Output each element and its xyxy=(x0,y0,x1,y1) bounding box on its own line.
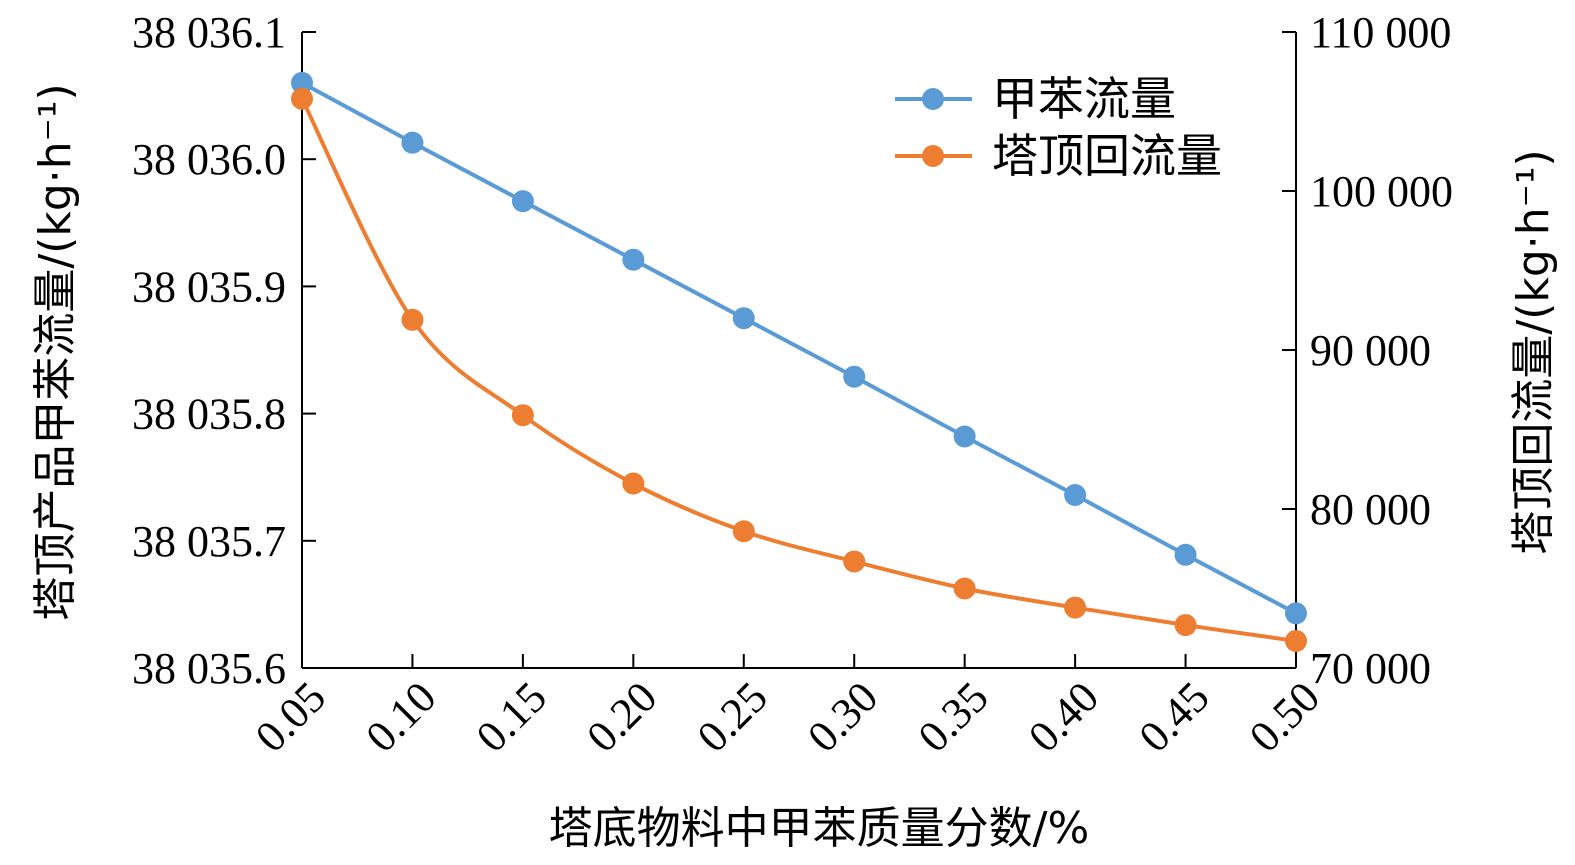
series-point-0 xyxy=(1064,484,1087,507)
y-right-tick-label: 70 000 xyxy=(1310,644,1431,693)
y-left-tick-label: 38 036.1 xyxy=(132,8,286,57)
series-point-1 xyxy=(622,472,645,495)
y-left-tick-label: 38 036.0 xyxy=(132,135,286,184)
series-layer xyxy=(291,71,1307,652)
x-tick-label: 0.45 xyxy=(1130,672,1219,761)
axis-titles: 塔底物料中甲苯质量分数/% 塔顶产品甲苯流量/(kg·h⁻¹) 塔顶回流量/(kg·… xyxy=(30,83,1559,854)
series-point-1 xyxy=(953,577,976,600)
y-left-tick-label: 38 035.7 xyxy=(132,517,286,566)
y-right-tick-label: 80 000 xyxy=(1310,485,1431,534)
x-axis-title: 塔底物料中甲苯质量分数/% xyxy=(549,803,1090,854)
series-point-1 xyxy=(1285,629,1307,652)
x-tick-label: 0.25 xyxy=(688,672,777,761)
series-point-0 xyxy=(1174,543,1197,566)
x-tick-label: 0.10 xyxy=(356,672,445,761)
y-right-axis-title: 塔顶回流量/(kg·h⁻¹) xyxy=(1508,149,1559,554)
series-point-0 xyxy=(622,248,645,271)
series-point-0 xyxy=(401,131,424,154)
series-line-1 xyxy=(300,97,1297,643)
y-left-axis-title: 塔顶产品甲苯流量/(kg·h⁻¹) xyxy=(30,83,81,620)
y-left-tick-label: 38 035.8 xyxy=(132,390,286,439)
y-right-tick-label: 90 000 xyxy=(1310,326,1431,375)
y-left-tick-label: 38 035.9 xyxy=(132,262,286,311)
series-point-1 xyxy=(843,550,866,573)
x-tick-label: 0.35 xyxy=(909,672,998,761)
series-point-1 xyxy=(511,404,534,427)
legend-label-1: 塔顶回流量 xyxy=(992,129,1222,183)
y-left-tick-label: 38 035.6 xyxy=(132,644,286,693)
legend-marker-1 xyxy=(922,145,944,167)
legend-marker-0 xyxy=(922,88,944,110)
series-point-1 xyxy=(1064,596,1087,619)
series-point-0 xyxy=(953,425,976,448)
series-point-1 xyxy=(1174,614,1197,637)
series-point-1 xyxy=(291,87,313,110)
series-point-0 xyxy=(291,71,313,94)
series-point-0 xyxy=(1285,602,1307,625)
x-tick-label: 0.30 xyxy=(798,672,887,761)
x-tick-label: 0.15 xyxy=(467,672,556,761)
series-point-0 xyxy=(732,307,755,330)
y-right-tick-label: 110 000 xyxy=(1310,8,1451,57)
series-line-0 xyxy=(301,81,1297,616)
series-point-1 xyxy=(732,520,755,543)
x-tick-label: 0.40 xyxy=(1019,672,1108,761)
x-tick-label: 0.20 xyxy=(577,672,666,761)
legend-label-0: 甲苯流量 xyxy=(992,72,1176,126)
series-point-0 xyxy=(511,190,534,213)
series-point-0 xyxy=(843,365,866,388)
axes: 38 035.6 38 035.7 38 035.8 38 035.9 38 036.0… xyxy=(132,8,1453,762)
series-point-1 xyxy=(401,308,424,331)
y-right-tick-label: 100 000 xyxy=(1310,167,1453,216)
